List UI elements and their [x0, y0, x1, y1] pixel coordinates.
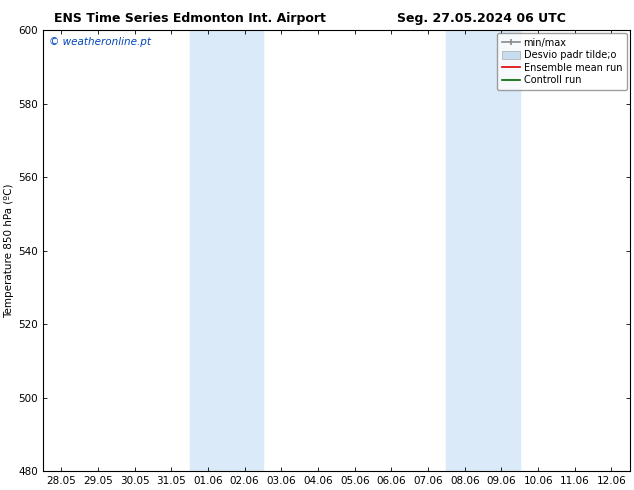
Bar [446, 30, 520, 471]
Text: Seg. 27.05.2024 06 UTC: Seg. 27.05.2024 06 UTC [398, 12, 566, 25]
Legend: min/max, Desvio padr tilde;o, Ensemble mean run, Controll run: min/max, Desvio padr tilde;o, Ensemble m… [497, 33, 627, 90]
Text: © weatheronline.pt: © weatheronline.pt [49, 37, 151, 47]
Text: ENS Time Series Edmonton Int. Airport: ENS Time Series Edmonton Int. Airport [55, 12, 326, 25]
Y-axis label: Temperature 850 hPa (ºC): Temperature 850 hPa (ºC) [4, 183, 14, 318]
Bar [190, 30, 263, 471]
